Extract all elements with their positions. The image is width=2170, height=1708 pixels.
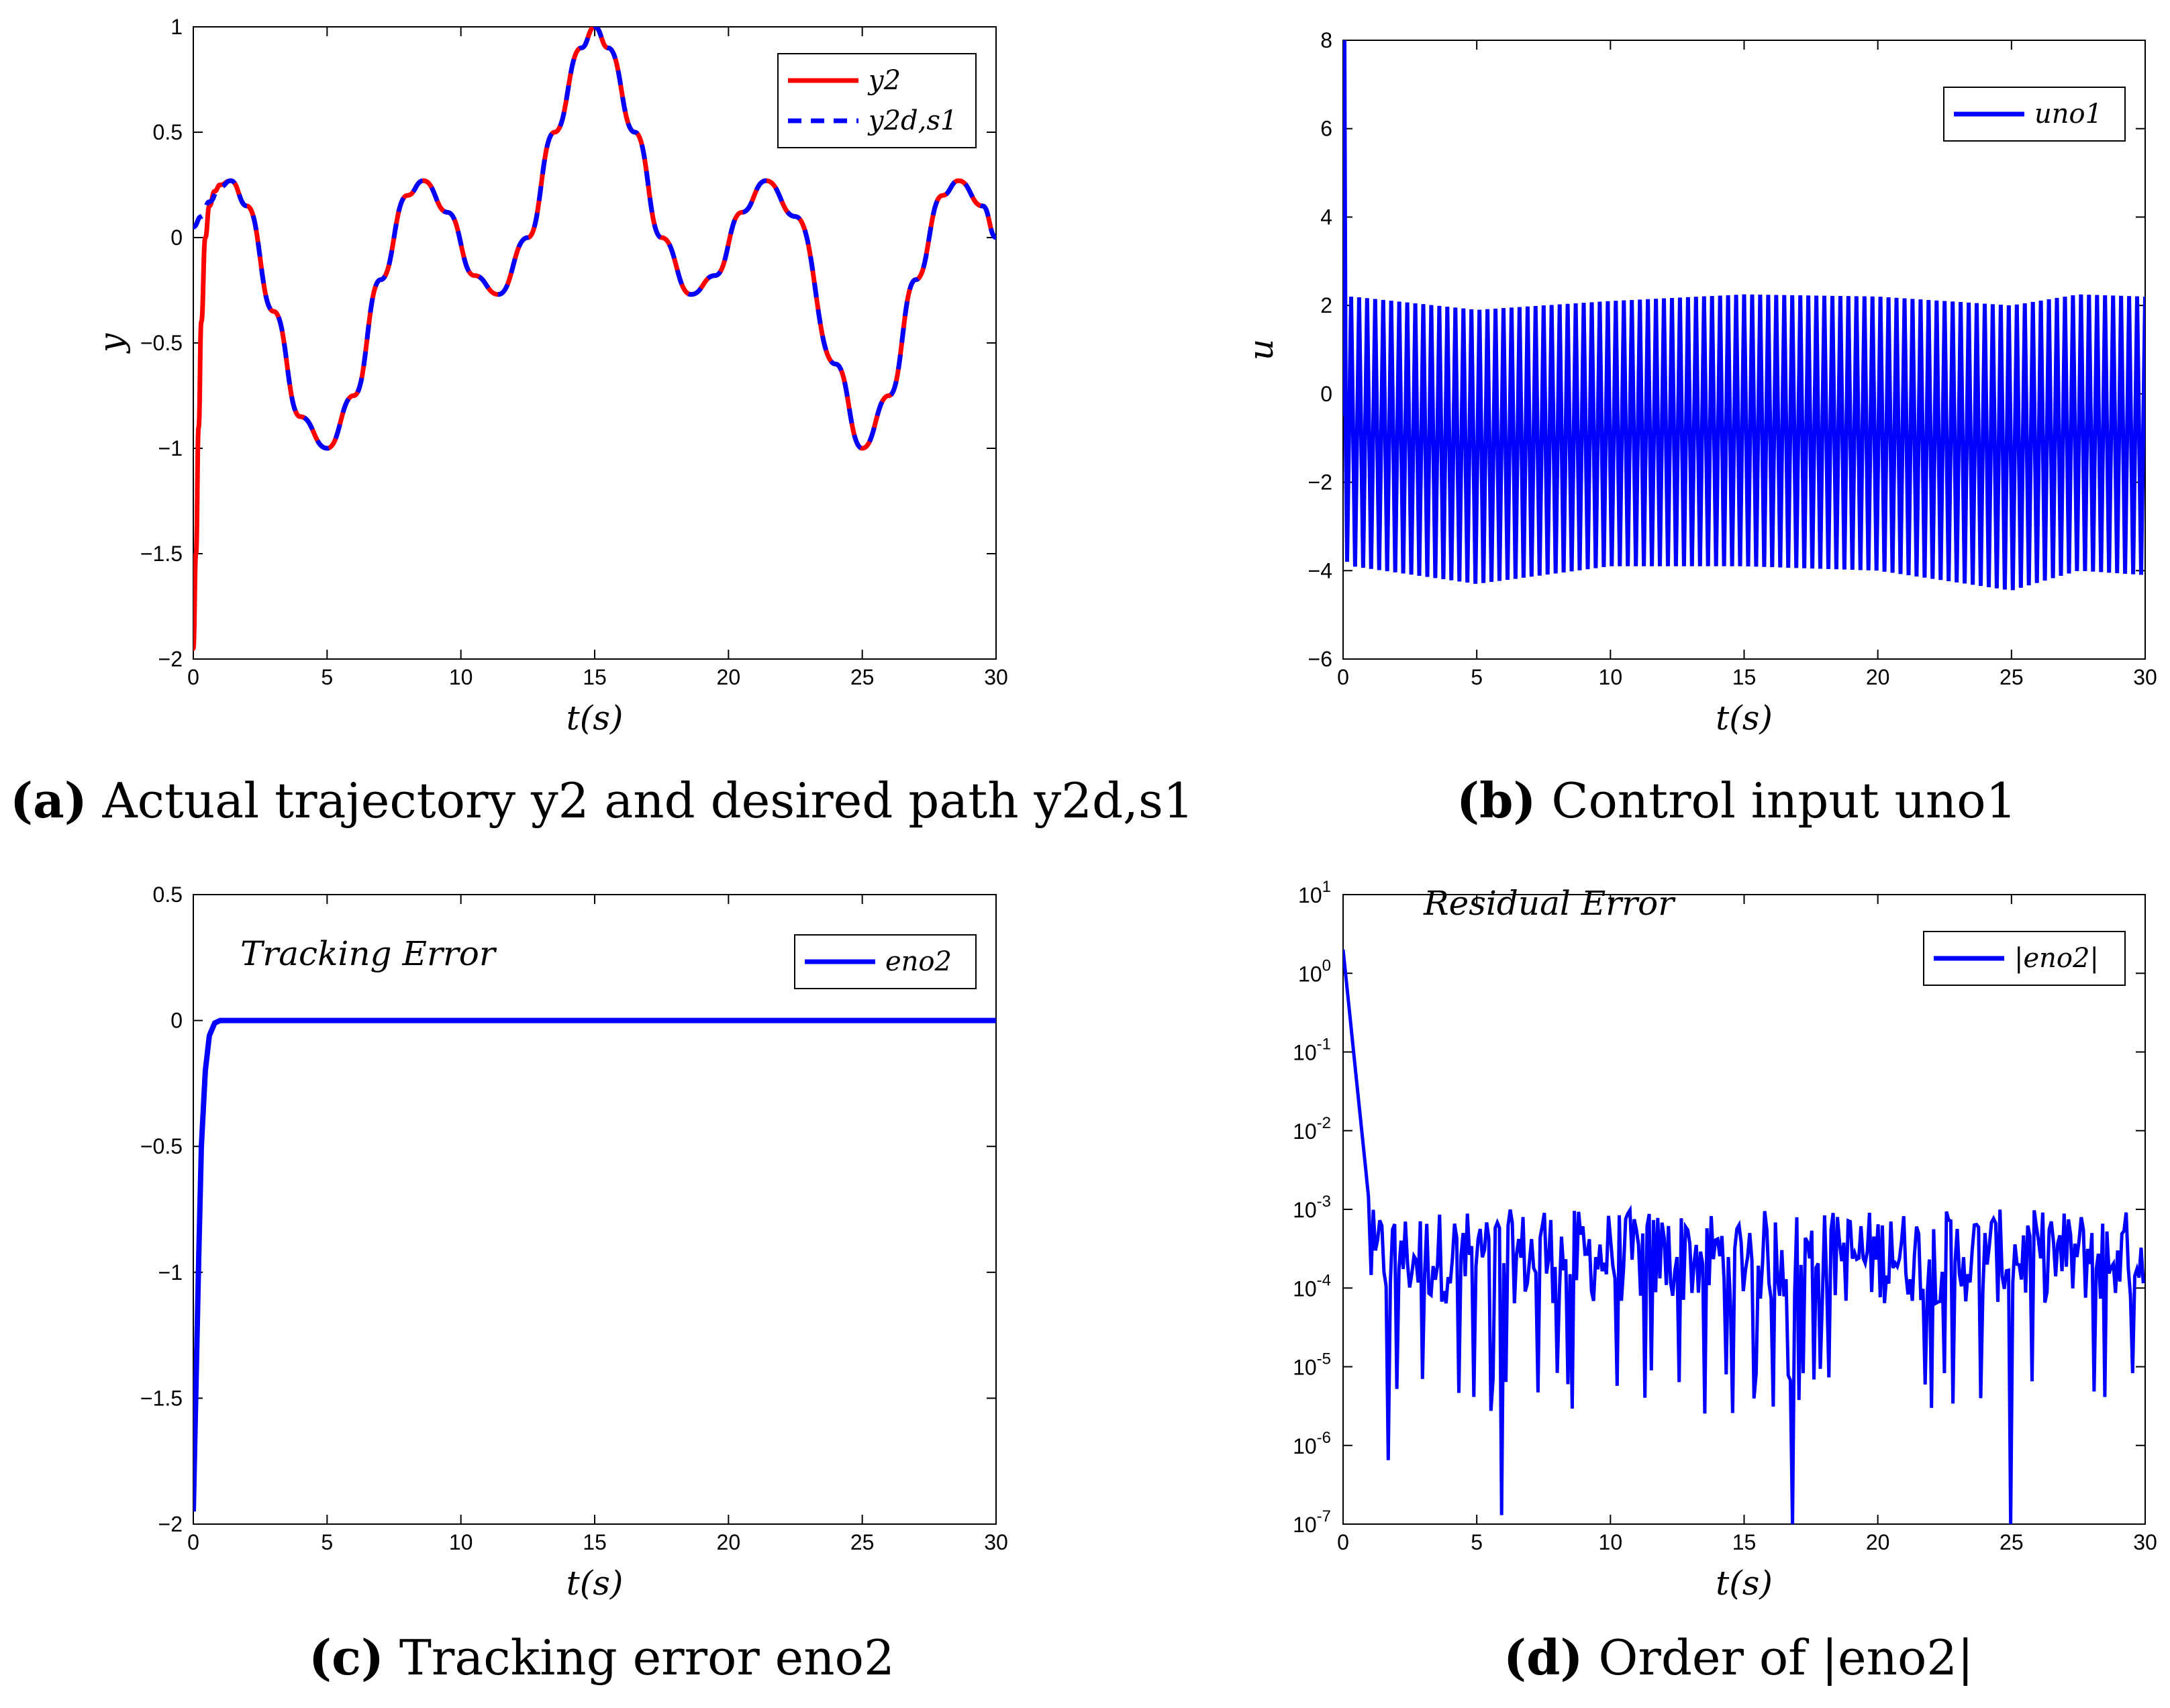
x-tick-label: 20 bbox=[1866, 665, 1890, 689]
legend-label: y2d,s1 bbox=[867, 105, 957, 136]
panel-b: 0 5 10 15 20 25 30 −6 −4 −2 0 2 4 6 8 t(s) u uno1 (b) Cont… bbox=[1242, 28, 2157, 829]
y-tick-label: 10-4 bbox=[1293, 1271, 1331, 1301]
x-tick-label: 0 bbox=[187, 665, 199, 689]
plot-frame bbox=[1342, 894, 2146, 1525]
y-tick-label: 10-5 bbox=[1293, 1350, 1331, 1380]
y-tick-label: 10-3 bbox=[1293, 1193, 1331, 1222]
series-line bbox=[1343, 40, 2145, 591]
x-tick-label: 30 bbox=[2133, 1530, 2157, 1554]
y-tick-label: 1 bbox=[170, 15, 183, 39]
x-tick-label: 10 bbox=[449, 1530, 473, 1554]
y-axis-label: y bbox=[92, 333, 131, 354]
panel-caption: (b) Control input uno1 bbox=[1457, 772, 2016, 829]
y-tick-label: −0.5 bbox=[140, 1134, 183, 1158]
y-tick-label: −2 bbox=[158, 647, 183, 671]
x-tick-label: 30 bbox=[984, 1530, 1008, 1554]
panel-caption: (c) Tracking error eno2 bbox=[309, 1629, 895, 1686]
y-tick-label: 10-1 bbox=[1293, 1036, 1331, 1065]
x-tick-label: 10 bbox=[1599, 1530, 1623, 1554]
y-tick-label: 0.5 bbox=[153, 883, 183, 907]
series-line bbox=[193, 1017, 996, 1512]
legend-label: y2 bbox=[867, 65, 901, 96]
x-tick-label: 20 bbox=[717, 1530, 741, 1554]
y-tick-label: 10-6 bbox=[1293, 1429, 1331, 1458]
y-tick-label: −2 bbox=[158, 1512, 183, 1536]
y-tick-label: 8 bbox=[1320, 28, 1332, 52]
x-tick-label: 20 bbox=[717, 665, 741, 689]
legend-label: uno1 bbox=[2034, 99, 2102, 130]
x-tick-label: 25 bbox=[850, 1530, 875, 1554]
y-tick-label: 101 bbox=[1298, 878, 1331, 907]
y-tick-label: 6 bbox=[1320, 117, 1332, 141]
y-tick-label: 0 bbox=[170, 1009, 183, 1033]
x-tick-label: 15 bbox=[583, 665, 607, 689]
plot-area bbox=[193, 1017, 996, 1512]
panel-d: 0 5 10 15 20 25 30 10-7 10-6 10-5 10-4 10-3 10-2 10-1… bbox=[1293, 878, 2157, 1686]
y-tick-label: −1 bbox=[158, 436, 183, 460]
y-tick-label: −1.5 bbox=[140, 1386, 183, 1410]
panel-caption: (d) Order of |eno2| bbox=[1503, 1629, 1973, 1686]
x-tick-label: 15 bbox=[1732, 665, 1757, 689]
plot-area bbox=[1343, 949, 2145, 1524]
x-tick-label: 30 bbox=[2133, 665, 2157, 689]
y-tick-label: −4 bbox=[1308, 558, 1332, 583]
panel-caption: (a) Actual trajectory y2 and desired pat… bbox=[10, 772, 1194, 829]
y-tick-label: −1.5 bbox=[140, 542, 183, 566]
x-tick-label: 15 bbox=[583, 1530, 607, 1554]
x-axis-label: t(s) bbox=[566, 1564, 624, 1603]
x-tick-label: 0 bbox=[187, 1530, 199, 1554]
x-tick-label: 10 bbox=[449, 665, 473, 689]
x-axis-label: t(s) bbox=[566, 699, 624, 738]
x-tick-label: 5 bbox=[1471, 665, 1483, 689]
x-tick-label: 25 bbox=[850, 665, 875, 689]
x-axis-label: t(s) bbox=[1716, 1564, 1773, 1603]
legend-label: |eno2| bbox=[2014, 943, 2099, 974]
y-tick-label: 0 bbox=[170, 225, 183, 250]
chart-annotation: Tracking Error bbox=[240, 934, 497, 973]
x-tick-label: 5 bbox=[321, 1530, 333, 1554]
legend-label: eno2 bbox=[885, 946, 952, 977]
plot-area bbox=[193, 27, 996, 651]
y-tick-label: 10-2 bbox=[1293, 1114, 1331, 1144]
x-axis-label: t(s) bbox=[1716, 699, 1773, 738]
y-tick-label: 100 bbox=[1298, 956, 1331, 986]
series-line bbox=[193, 27, 996, 451]
plot-area bbox=[1343, 40, 2145, 591]
x-tick-label: 0 bbox=[1337, 665, 1349, 689]
x-tick-label: 25 bbox=[2000, 665, 2024, 689]
x-tick-label: 15 bbox=[1732, 1530, 1757, 1554]
x-tick-label: 10 bbox=[1599, 665, 1623, 689]
x-tick-label: 20 bbox=[1866, 1530, 1890, 1554]
series-line bbox=[1343, 949, 2145, 1524]
y-axis-label: u bbox=[1242, 339, 1281, 360]
plot-frame bbox=[193, 894, 997, 1525]
y-tick-label: 2 bbox=[1320, 293, 1332, 317]
y-tick-label: 0 bbox=[1320, 382, 1332, 406]
legend-box bbox=[777, 53, 977, 148]
y-tick-label: 0.5 bbox=[153, 120, 183, 144]
x-tick-label: 5 bbox=[1471, 1530, 1483, 1554]
y-tick-label: −0.5 bbox=[140, 331, 183, 355]
y-tick-label: −2 bbox=[1308, 470, 1332, 495]
y-tick-label: −1 bbox=[158, 1260, 183, 1285]
x-tick-label: 30 bbox=[984, 665, 1008, 689]
y-tick-label: 4 bbox=[1320, 205, 1332, 229]
x-tick-label: 25 bbox=[2000, 1530, 2024, 1554]
panel-a: 0 5 10 15 20 25 30 −2 −1.5 −1 −0.5 0 0.5 1 t(s) y y2 y2d,… bbox=[10, 15, 1194, 829]
chart-annotation: Residual Error bbox=[1423, 884, 1676, 923]
y-tick-label: −6 bbox=[1308, 647, 1332, 671]
panel-c: 0 5 10 15 20 25 30 −2 −1.5 −1 −0.5 0 0.5 t(s) Tracking… bbox=[140, 883, 1008, 1686]
y-tick-label: 10-7 bbox=[1293, 1507, 1331, 1537]
x-tick-label: 0 bbox=[1337, 1530, 1349, 1554]
x-tick-label: 5 bbox=[321, 665, 333, 689]
